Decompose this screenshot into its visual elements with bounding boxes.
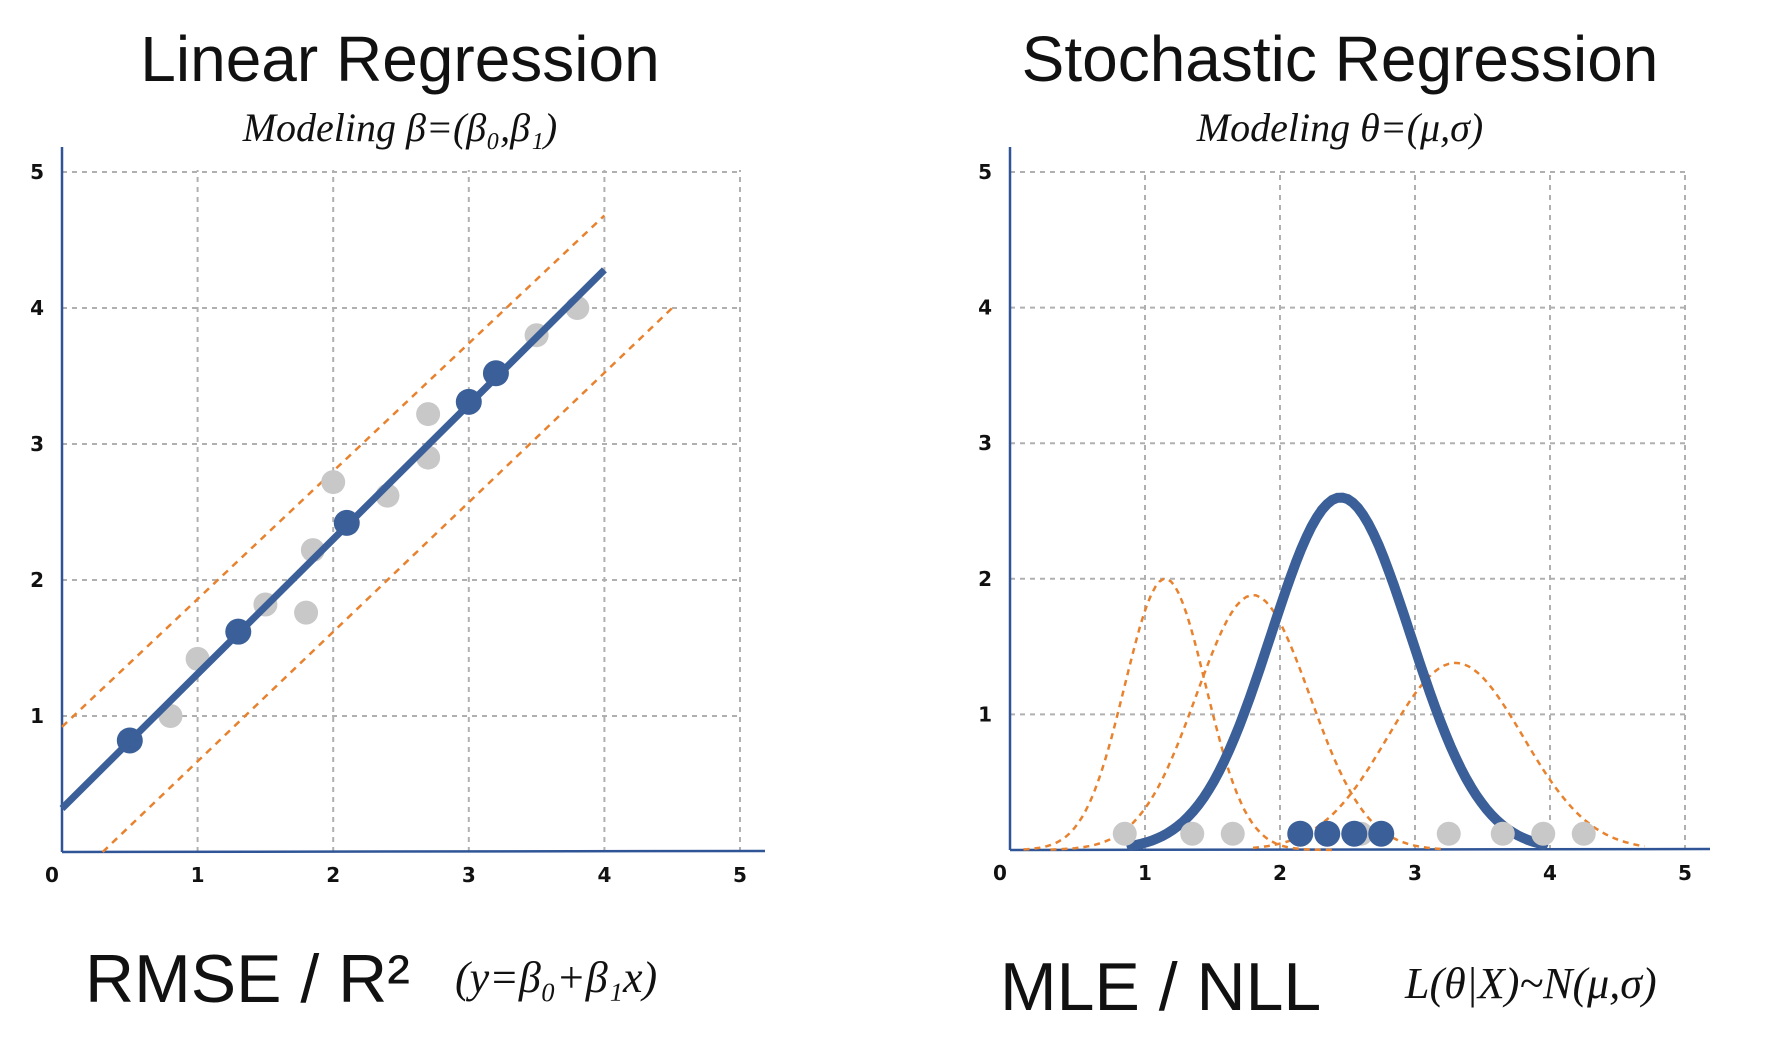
right-metric: MLE / NLL bbox=[1000, 949, 1322, 1025]
x-tick-label: 4 bbox=[1543, 861, 1557, 885]
y-tick-label: 1 bbox=[30, 704, 44, 728]
right-title: Stochastic Regression bbox=[1021, 23, 1659, 95]
x-tick-label: 3 bbox=[1408, 861, 1422, 885]
left-subtitle: Modeling β=(β₀,β₁) bbox=[242, 105, 558, 150]
y-tick-label: 4 bbox=[978, 296, 992, 320]
x-axis bbox=[61, 849, 766, 854]
x-tick-label: 0 bbox=[45, 863, 59, 887]
observation-point bbox=[1531, 821, 1556, 846]
sampled-point bbox=[1287, 820, 1314, 847]
sampled-point bbox=[1314, 820, 1341, 847]
fitted-point bbox=[225, 618, 252, 645]
linear-regression-chart: 0 1 1 2 2 3 3 4 4 5 5 bbox=[30, 147, 766, 887]
fitted-point bbox=[455, 388, 482, 415]
x-tick-label: 2 bbox=[1273, 861, 1287, 885]
observation-point bbox=[321, 470, 346, 495]
left-formula: (y=β₀+β₁x) bbox=[455, 953, 658, 1002]
observation-point bbox=[416, 402, 441, 427]
y-tick-label: 5 bbox=[30, 160, 44, 184]
y-tick-label: 2 bbox=[978, 567, 992, 591]
x-tick-label: 4 bbox=[597, 863, 611, 887]
right-formula: L(θ|X)~N(μ,σ) bbox=[1405, 959, 1657, 1008]
x-tick-label: 0 bbox=[993, 861, 1007, 885]
observation-point bbox=[1112, 821, 1137, 846]
left-metric: RMSE / R² bbox=[85, 941, 410, 1017]
y-tick-label: 1 bbox=[978, 702, 992, 726]
observation-point bbox=[294, 600, 319, 625]
x-tick-label: 5 bbox=[1678, 861, 1692, 885]
lower-band-line bbox=[101, 307, 674, 853]
fitted-point bbox=[116, 727, 143, 754]
x-tick-label: 3 bbox=[462, 863, 476, 887]
y-tick-label: 2 bbox=[30, 568, 44, 592]
y-tick-label: 4 bbox=[30, 296, 44, 320]
observation-point bbox=[1490, 821, 1515, 846]
stochastic-regression-chart: 0 1 1 2 2 3 3 4 4 5 5 bbox=[978, 147, 1711, 885]
sampled-point bbox=[1341, 820, 1368, 847]
left-title: Linear Regression bbox=[140, 23, 660, 95]
regression-line bbox=[59, 267, 607, 811]
x-tick-label: 1 bbox=[1138, 861, 1152, 885]
x-tick-label: 2 bbox=[326, 863, 340, 887]
observation-point bbox=[1571, 821, 1596, 846]
observation-point bbox=[1220, 821, 1245, 846]
y-tick-label: 3 bbox=[30, 432, 44, 456]
y-tick-label: 5 bbox=[978, 160, 992, 184]
fitted-point bbox=[333, 509, 360, 536]
sampled-point bbox=[1368, 820, 1395, 847]
x-tick-label: 1 bbox=[191, 863, 205, 887]
observation-point bbox=[1436, 821, 1461, 846]
fitted-point bbox=[482, 360, 509, 387]
observation-point bbox=[1180, 821, 1205, 846]
x-tick-label: 5 bbox=[733, 863, 747, 887]
best-fit-density-curve bbox=[1126, 492, 1549, 851]
y-tick-label: 3 bbox=[978, 431, 992, 455]
right-subtitle: Modeling θ=(μ,σ) bbox=[1196, 105, 1484, 150]
candidate-density-curve bbox=[1023, 577, 1335, 852]
x-axis bbox=[1009, 847, 1711, 852]
candidate-density-curve bbox=[1252, 661, 1645, 850]
